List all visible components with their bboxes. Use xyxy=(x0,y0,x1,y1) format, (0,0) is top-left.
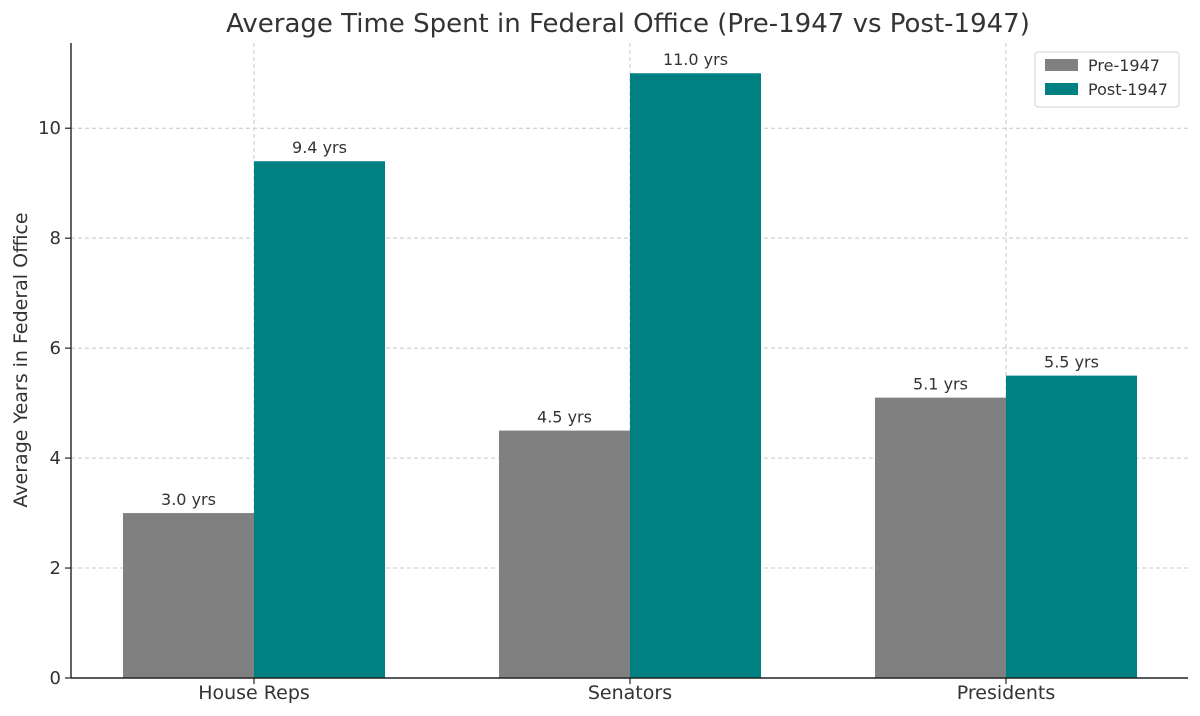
data-labels: 3.0 yrs 4.5 yrs 5.1 yrs 9.4 yrs 11.0 yrs 5.5 … xyxy=(161,50,1099,509)
x-tick-label: Senators xyxy=(588,682,672,704)
bar-value-label: 3.0 yrs xyxy=(161,490,216,509)
bar-post-1947 xyxy=(630,73,761,678)
y-tick-label: 6 xyxy=(50,338,61,359)
bar-value-label: 9.4 yrs xyxy=(292,138,347,157)
x-tick-label: Presidents xyxy=(957,682,1056,704)
y-tick-label: 0 xyxy=(50,668,61,689)
legend-swatch xyxy=(1045,59,1078,71)
bar-pre-1947 xyxy=(123,513,254,678)
y-tick-label: 8 xyxy=(50,228,61,249)
legend-label: Post-1947 xyxy=(1088,80,1168,99)
legend: Pre-1947 Post-1947 xyxy=(1034,51,1180,108)
legend-swatch xyxy=(1045,83,1078,95)
bar-value-label: 4.5 yrs xyxy=(537,408,592,427)
x-tick-label: House Reps xyxy=(198,682,310,704)
bar-value-label: 5.5 yrs xyxy=(1044,353,1099,372)
bar-pre-1947 xyxy=(875,397,1006,678)
chart-title: Average Time Spent in Federal Office (Pr… xyxy=(226,9,1030,39)
bar-value-label: 5.1 yrs xyxy=(913,375,968,394)
bar-post-1947 xyxy=(1006,375,1137,678)
y-axis-title: Average Years in Federal Office xyxy=(10,212,32,507)
axes: 0 2 4 6 8 10 House Reps Senators Presidents xyxy=(38,43,1188,704)
y-tick-label: 10 xyxy=(38,118,61,139)
legend-label: Pre-1947 xyxy=(1088,56,1160,75)
y-tick-label: 4 xyxy=(50,448,61,469)
bars xyxy=(123,73,1137,678)
bar-pre-1947 xyxy=(499,430,630,678)
y-tick-label: 2 xyxy=(50,558,61,579)
bar-post-1947 xyxy=(254,161,385,678)
bar-value-label: 11.0 yrs xyxy=(663,50,728,69)
